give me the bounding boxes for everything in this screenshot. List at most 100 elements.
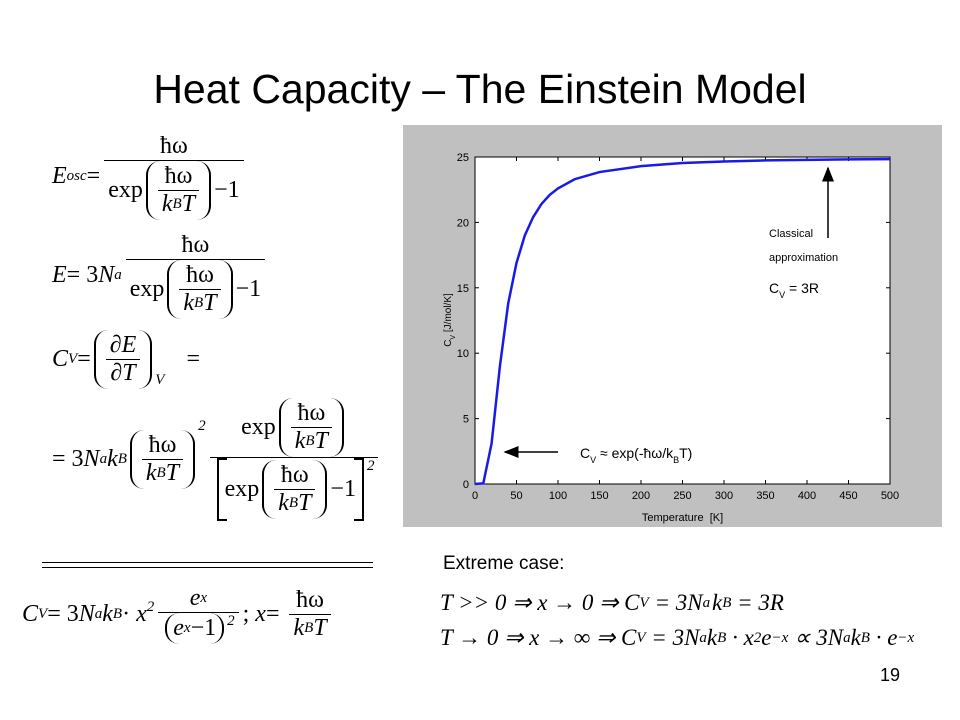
text: 2: [198, 418, 206, 434]
text: Extreme case:: [443, 553, 565, 574]
eq: C V = ∂E ∂T V =: [52, 330, 200, 389]
text: k: [293, 615, 305, 641]
y-tick-label: 5: [463, 414, 469, 426]
text: = 3R: [731, 590, 784, 615]
text: B: [194, 295, 204, 311]
text: k: [850, 625, 861, 650]
annotation: Classical: [769, 228, 813, 240]
text: −x: [897, 629, 915, 646]
fr: ħω k B T: [290, 400, 332, 455]
fr: ∂E ∂T: [105, 332, 141, 387]
text: a: [114, 267, 122, 283]
y-axis-label: CV [J/mol/K]: [443, 293, 457, 347]
text: k: [107, 446, 118, 472]
text: ∝ 3N: [788, 625, 844, 650]
text: −1: [330, 476, 356, 502]
x-tick-label: 50: [510, 490, 522, 502]
text: T: [181, 191, 196, 217]
text-part: = 3R: [785, 280, 819, 296]
text: =: [186, 346, 200, 372]
text: C: [52, 346, 69, 372]
pa: ∂E ∂T: [93, 330, 153, 389]
text: T: [298, 490, 312, 516]
text: = 3: [47, 601, 79, 627]
plot-area: [474, 156, 891, 485]
text: ħω: [157, 163, 200, 191]
text: B: [722, 594, 732, 611]
text: e: [189, 585, 201, 611]
text: B: [112, 606, 123, 622]
text: V: [155, 372, 165, 388]
text: ħω: [290, 400, 332, 428]
text-part: C: [443, 340, 454, 347]
br: exp ħω k B T −1: [216, 458, 364, 521]
x-tick-label: 250: [673, 490, 691, 502]
text: k: [278, 490, 289, 516]
text: B: [288, 495, 299, 511]
text-part: [J/mol/K]: [443, 293, 454, 335]
text: k: [706, 625, 718, 650]
text: ∂E: [105, 332, 141, 360]
fr: ħω exp ħω k B T −1: [104, 133, 244, 220]
fr: ħω k B T: [157, 163, 200, 218]
text-part: C: [769, 280, 779, 296]
text: Heat Capacity – The Einstein Model: [153, 66, 807, 112]
text: V: [636, 629, 646, 646]
text: k: [145, 460, 157, 486]
text: B: [860, 629, 870, 646]
text: a: [699, 629, 707, 646]
d: exp ħω k B T −1: [126, 260, 265, 319]
text: k: [711, 590, 723, 615]
fr: e x e x −1 2: [158, 585, 239, 644]
text: ħω: [125, 232, 266, 260]
text: B: [717, 629, 727, 646]
d: exp ħω k B T −1 2: [210, 458, 379, 521]
rule: [42, 567, 373, 568]
text: 2: [227, 613, 235, 629]
text: −x: [771, 629, 789, 646]
text: ;: [242, 601, 256, 627]
pa: ħω k B T: [145, 161, 212, 220]
text-part: V: [779, 290, 785, 300]
x-tick-label: 400: [798, 490, 816, 502]
pa: ħω k B T: [167, 260, 233, 319]
text-part: T): [679, 445, 692, 461]
text: N: [83, 446, 100, 472]
text: ħω: [274, 462, 316, 490]
text: ∂T: [110, 360, 136, 386]
data-line: [474, 157, 891, 486]
pa: ħω k B T: [129, 430, 196, 489]
pa: e x −1: [165, 613, 225, 644]
text: V: [38, 606, 48, 622]
text: k: [294, 428, 306, 454]
text-part: V: [590, 455, 596, 465]
y-tick-label: 25: [457, 152, 469, 164]
text: a: [99, 451, 108, 467]
x-tick-label: 350: [756, 490, 774, 502]
text: a: [843, 629, 851, 646]
x-axis-label: Temperature [K]: [642, 512, 723, 524]
y-tick-label: 10: [457, 348, 469, 360]
text: N: [98, 262, 115, 288]
text-part: ≈ exp(-ħω/k: [596, 445, 674, 461]
text: E: [52, 163, 67, 189]
text: k: [183, 290, 195, 316]
text: · x: [726, 625, 754, 650]
text: T: [203, 290, 217, 316]
text: V: [639, 594, 649, 611]
x-tick-label: 450: [839, 490, 857, 502]
text: exp: [224, 476, 260, 502]
text: =: [86, 163, 101, 189]
text: ħω: [104, 133, 244, 161]
text: T >> 0 ⇒ x → 0 ⇒ C: [440, 590, 640, 615]
fr: ħω k B T: [141, 432, 184, 487]
text: e: [761, 625, 772, 650]
